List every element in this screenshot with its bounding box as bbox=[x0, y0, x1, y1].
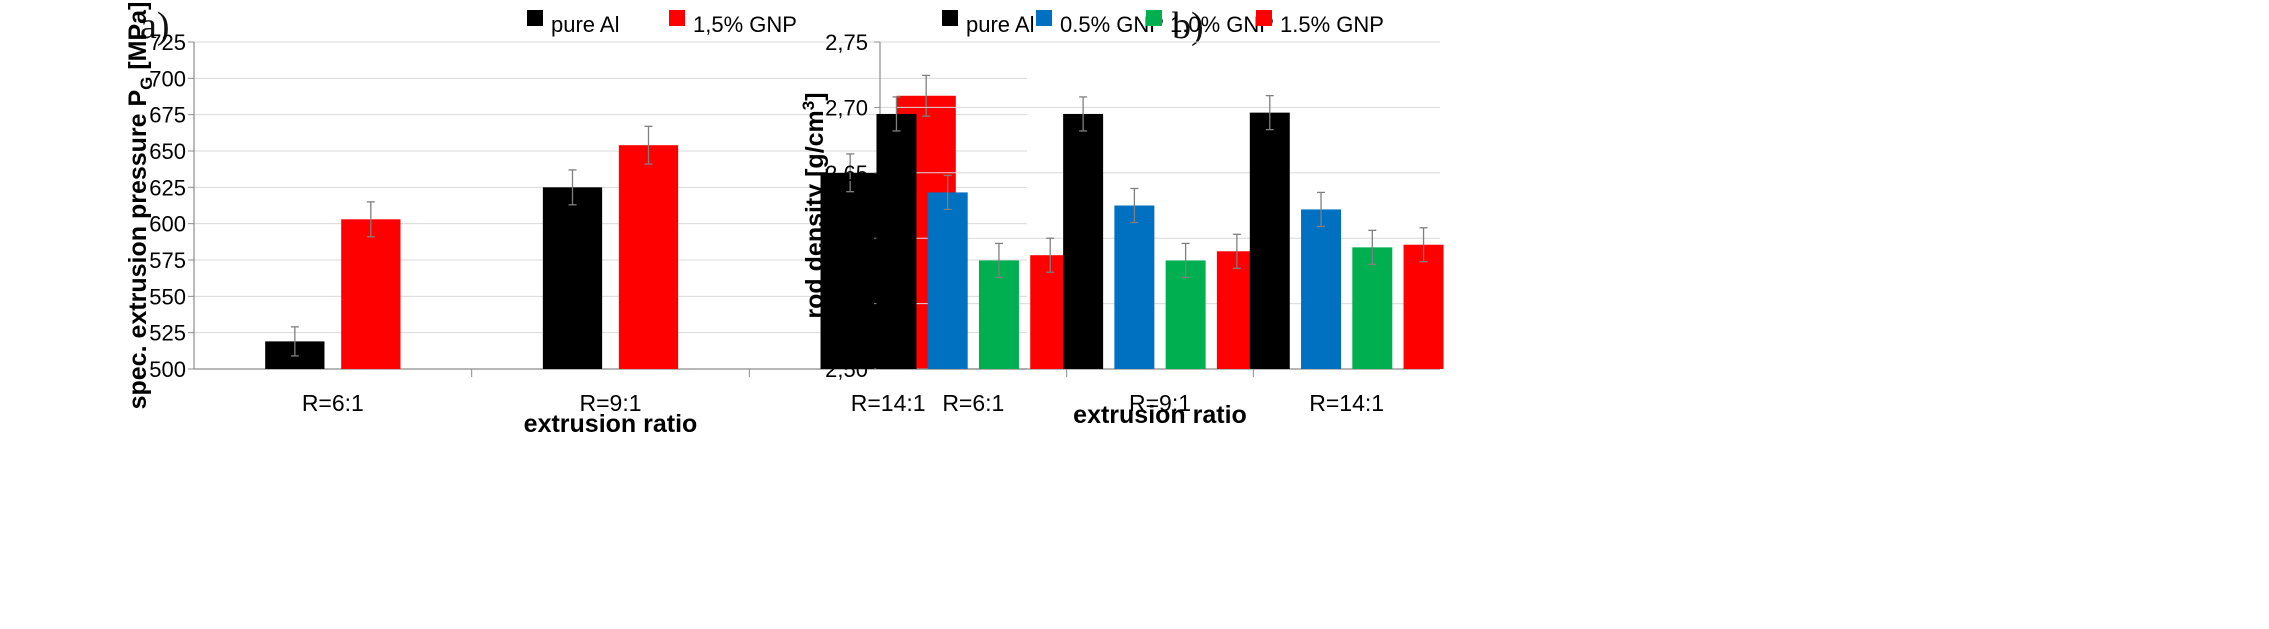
chart-a-x-tick-label-r-6-1: R=6:1 bbox=[302, 390, 364, 416]
chart-a-y-tick-label: 575 bbox=[149, 248, 186, 273]
chart-a-y-tick-label: 500 bbox=[149, 357, 186, 382]
chart-b-legend-swatch-1-0-gnp bbox=[1146, 10, 1162, 26]
chart-a-x-tick-label-r-14-1: R=14:1 bbox=[851, 390, 926, 416]
chart-b-bar-1-5-gnp-r-14-1 bbox=[1403, 244, 1444, 369]
chart-a-bar-1-5-gnp-r-6-1 bbox=[341, 219, 401, 369]
chart-b-bar-pure-al-r-6-1 bbox=[876, 113, 917, 369]
chart-a-bar-pure-al-r-14-1 bbox=[820, 172, 880, 369]
chart-b-x-axis-title: extrusion ratio bbox=[1073, 401, 1247, 429]
chart-b-bar-pure-al-r-9-1 bbox=[1063, 113, 1104, 369]
chart-a-legend-label-1-5-gnp: 1,5% GNP bbox=[693, 12, 797, 37]
chart-b-bar-pure-al-r-14-1 bbox=[1249, 112, 1290, 370]
chart-b-y-tick-label: 2,55 bbox=[825, 292, 868, 317]
chart-a-y-tick-label: 600 bbox=[149, 212, 186, 237]
chart-a-y-tick-label: 700 bbox=[149, 66, 186, 91]
panel-a-label: a) bbox=[140, 5, 170, 47]
chart-b-legend-swatch-1-5-gnp bbox=[1256, 10, 1272, 26]
chart-b-y-tick-label: 2,70 bbox=[825, 95, 868, 120]
chart-a-y-tick-label: 550 bbox=[149, 284, 186, 309]
chart-b-x-tick-label-r-14-1: R=14:1 bbox=[1309, 390, 1384, 416]
chart-a-x-axis-title: extrusion ratio bbox=[524, 410, 698, 438]
chart-a-y-tick-label: 725 bbox=[149, 30, 186, 55]
chart-b-bar-1-0-gnp-r-9-1 bbox=[1165, 260, 1206, 369]
chart-a-y-tick-label: 650 bbox=[149, 139, 186, 164]
chart-b-legend-swatch-pure-al bbox=[942, 10, 958, 26]
chart-b-bar-1-0-gnp-r-14-1 bbox=[1352, 247, 1393, 369]
chart-b-x-tick-label-r-6-1: R=6:1 bbox=[942, 390, 1004, 416]
panel-b-label: b) bbox=[1172, 5, 1204, 47]
chart-a-y-tick-label: 675 bbox=[149, 103, 186, 128]
chart-b-y-axis-title: rod density [g/cm3] bbox=[799, 92, 829, 318]
chart-b-legend-label-pure-al: pure Al bbox=[966, 12, 1035, 37]
chart-a-y-tick-label: 625 bbox=[149, 175, 186, 200]
chart-b-y-tick-label: 2,65 bbox=[825, 161, 868, 186]
chart-b-bar-0-5-gnp-r-9-1 bbox=[1114, 205, 1155, 369]
chart-b-x-tick-label-r-9-1: R=9:1 bbox=[1129, 390, 1191, 416]
chart-b-y-tick-label: 2,75 bbox=[825, 30, 868, 55]
chart-a-bar-1-5-gnp-r-9-1 bbox=[618, 145, 679, 369]
chart-a-y-axis-title: spec. extrusion pressure PG [MPa] bbox=[124, 2, 156, 410]
chart-b-bar-1-0-gnp-r-6-1 bbox=[978, 260, 1019, 369]
chart-a-x-tick-label-r-9-1: R=9:1 bbox=[579, 390, 641, 416]
chart-b-y-tick-label: 2,50 bbox=[825, 357, 868, 382]
chart-a-legend-swatch-1-5-gnp bbox=[669, 10, 685, 26]
chart-b-y-tick-label: 2,60 bbox=[825, 226, 868, 251]
chart-a-bar-pure-al-r-9-1 bbox=[542, 187, 603, 369]
chart-a-y-tick-label: 525 bbox=[149, 321, 186, 346]
chart-b-legend-label-1-5-gnp: 1.5% GNP bbox=[1280, 12, 1384, 37]
chart-b-legend-swatch-0-5-gnp bbox=[1036, 10, 1052, 26]
chart-a-legend-label-pure-al: pure Al bbox=[551, 12, 620, 37]
chart-b-bar-0-5-gnp-r-14-1 bbox=[1301, 209, 1342, 369]
chart-a-legend-swatch-pure-al bbox=[527, 10, 543, 26]
chart-b-bar-0-5-gnp-r-6-1 bbox=[927, 192, 968, 369]
